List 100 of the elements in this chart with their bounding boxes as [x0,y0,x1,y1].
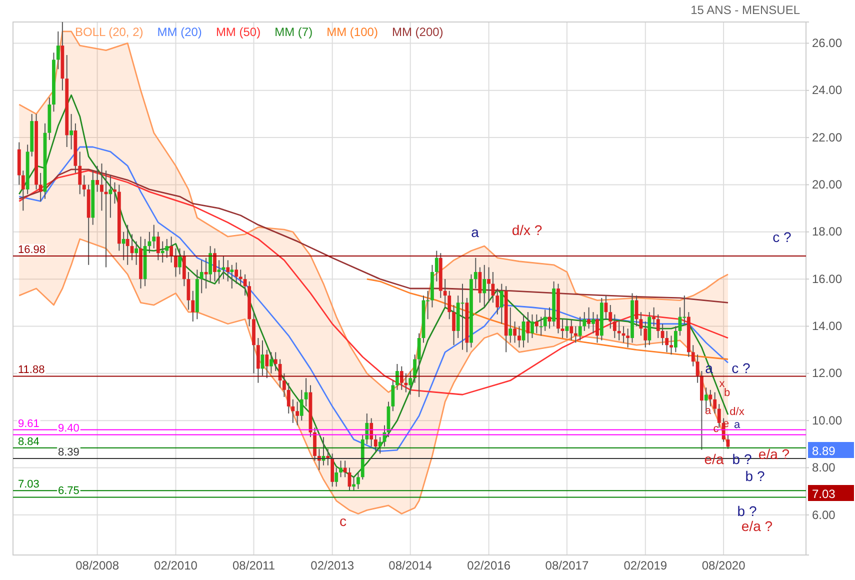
candlestick [134,240,138,266]
line-series [366,278,729,360]
candlestick [370,418,374,448]
candlestick [448,290,452,320]
y-tick-label: 16.00 [812,272,842,286]
candlestick [596,314,599,344]
candlestick [165,238,169,258]
candlestick [513,321,517,344]
candlestick [526,312,530,344]
candlestick [156,231,160,261]
annotation: e/a ? [758,446,790,462]
annotation: a [471,224,480,240]
x-tick-label: 08/2020 [702,558,746,573]
x-tick-label: 02/2010 [154,558,198,573]
ref-line-label: 9.61 [18,418,40,430]
x-tick-label: 02/2013 [310,558,354,573]
x-tick-label: 08/2008 [76,558,120,573]
candlestick [443,278,447,308]
candlestick [204,257,208,289]
candlestick [570,318,574,341]
candlestick [170,236,174,264]
candlestick [339,460,342,478]
candlestick [291,398,295,424]
ref-line-label: 11.88 [18,364,45,376]
candlestick [96,165,99,192]
candlestick [408,370,412,396]
candlestick [417,332,421,398]
candlestick [152,224,156,249]
annotation: c ? [732,360,751,376]
candlestick [282,372,286,398]
candlestick [286,382,290,414]
annotation: d/x ? [512,222,542,238]
candlestick [534,314,538,334]
ref-line-label: 7.03 [18,478,40,491]
candlestick [38,172,42,202]
candlestick [565,318,569,339]
candlestick [518,326,521,348]
candlestick [691,344,695,367]
candlestick [352,476,356,492]
candlestick [617,321,621,341]
candlestick [543,309,547,332]
candlestick [343,460,347,478]
annotation: d/x [730,406,745,418]
candlestick [496,288,500,315]
candlestick [434,250,438,282]
candlestick [530,314,534,339]
candlestick [717,404,721,428]
candlestick [374,434,378,452]
line-series [18,170,729,396]
candlestick [226,260,230,282]
candlestick [487,266,490,304]
candlestick [238,269,242,287]
annotation: b ? [737,502,757,519]
text: MM (200) [392,25,444,39]
candlestick [378,436,382,454]
candlestick [656,314,660,339]
candlestick [674,326,678,353]
candlestick [587,306,591,330]
candlestick [708,389,712,407]
candlestick [78,151,82,195]
candlestick [182,250,186,287]
candlestick [644,321,648,348]
y-tick-label: 22.00 [812,130,842,144]
y-tick-label: 24.00 [812,83,842,98]
candlestick [217,260,221,284]
candlestick [665,330,669,353]
candlestick [670,335,673,356]
y-tick-label: 10.00 [812,413,842,428]
candlestick [474,257,478,289]
candlestick [608,304,612,330]
text: 8.89 [812,444,836,458]
candlestick [612,314,616,339]
candlestick [491,271,495,304]
candlestick [330,453,334,488]
candlestick [200,260,204,294]
candlestick [334,467,338,488]
annotation: b ? [745,468,765,484]
candlestick [174,248,178,278]
y-tick-label: 6.00 [812,508,836,522]
candlestick [56,30,60,70]
annotation: a [734,418,741,431]
annotation: c [340,512,346,529]
candlestick [108,174,112,218]
annotation: x [719,378,726,390]
x-tick-label: 08/2014 [388,558,432,573]
ref-line-label: 9.40 [58,422,80,435]
candlestick [452,304,456,346]
ref-line-label: 6.75 [58,485,80,498]
y-tick-label: 8.00 [812,460,836,475]
candlestick [582,312,586,332]
candlestick [234,262,238,284]
text: MM (20) [157,25,202,39]
candlestick [482,264,486,308]
annotation: c ? [772,228,792,245]
candlestick [713,392,717,414]
candlestick [365,412,369,445]
y-tick-label: 20.00 [812,178,842,192]
candlestick [500,283,504,324]
candlestick [113,182,116,204]
text: MM (100) [326,25,378,39]
